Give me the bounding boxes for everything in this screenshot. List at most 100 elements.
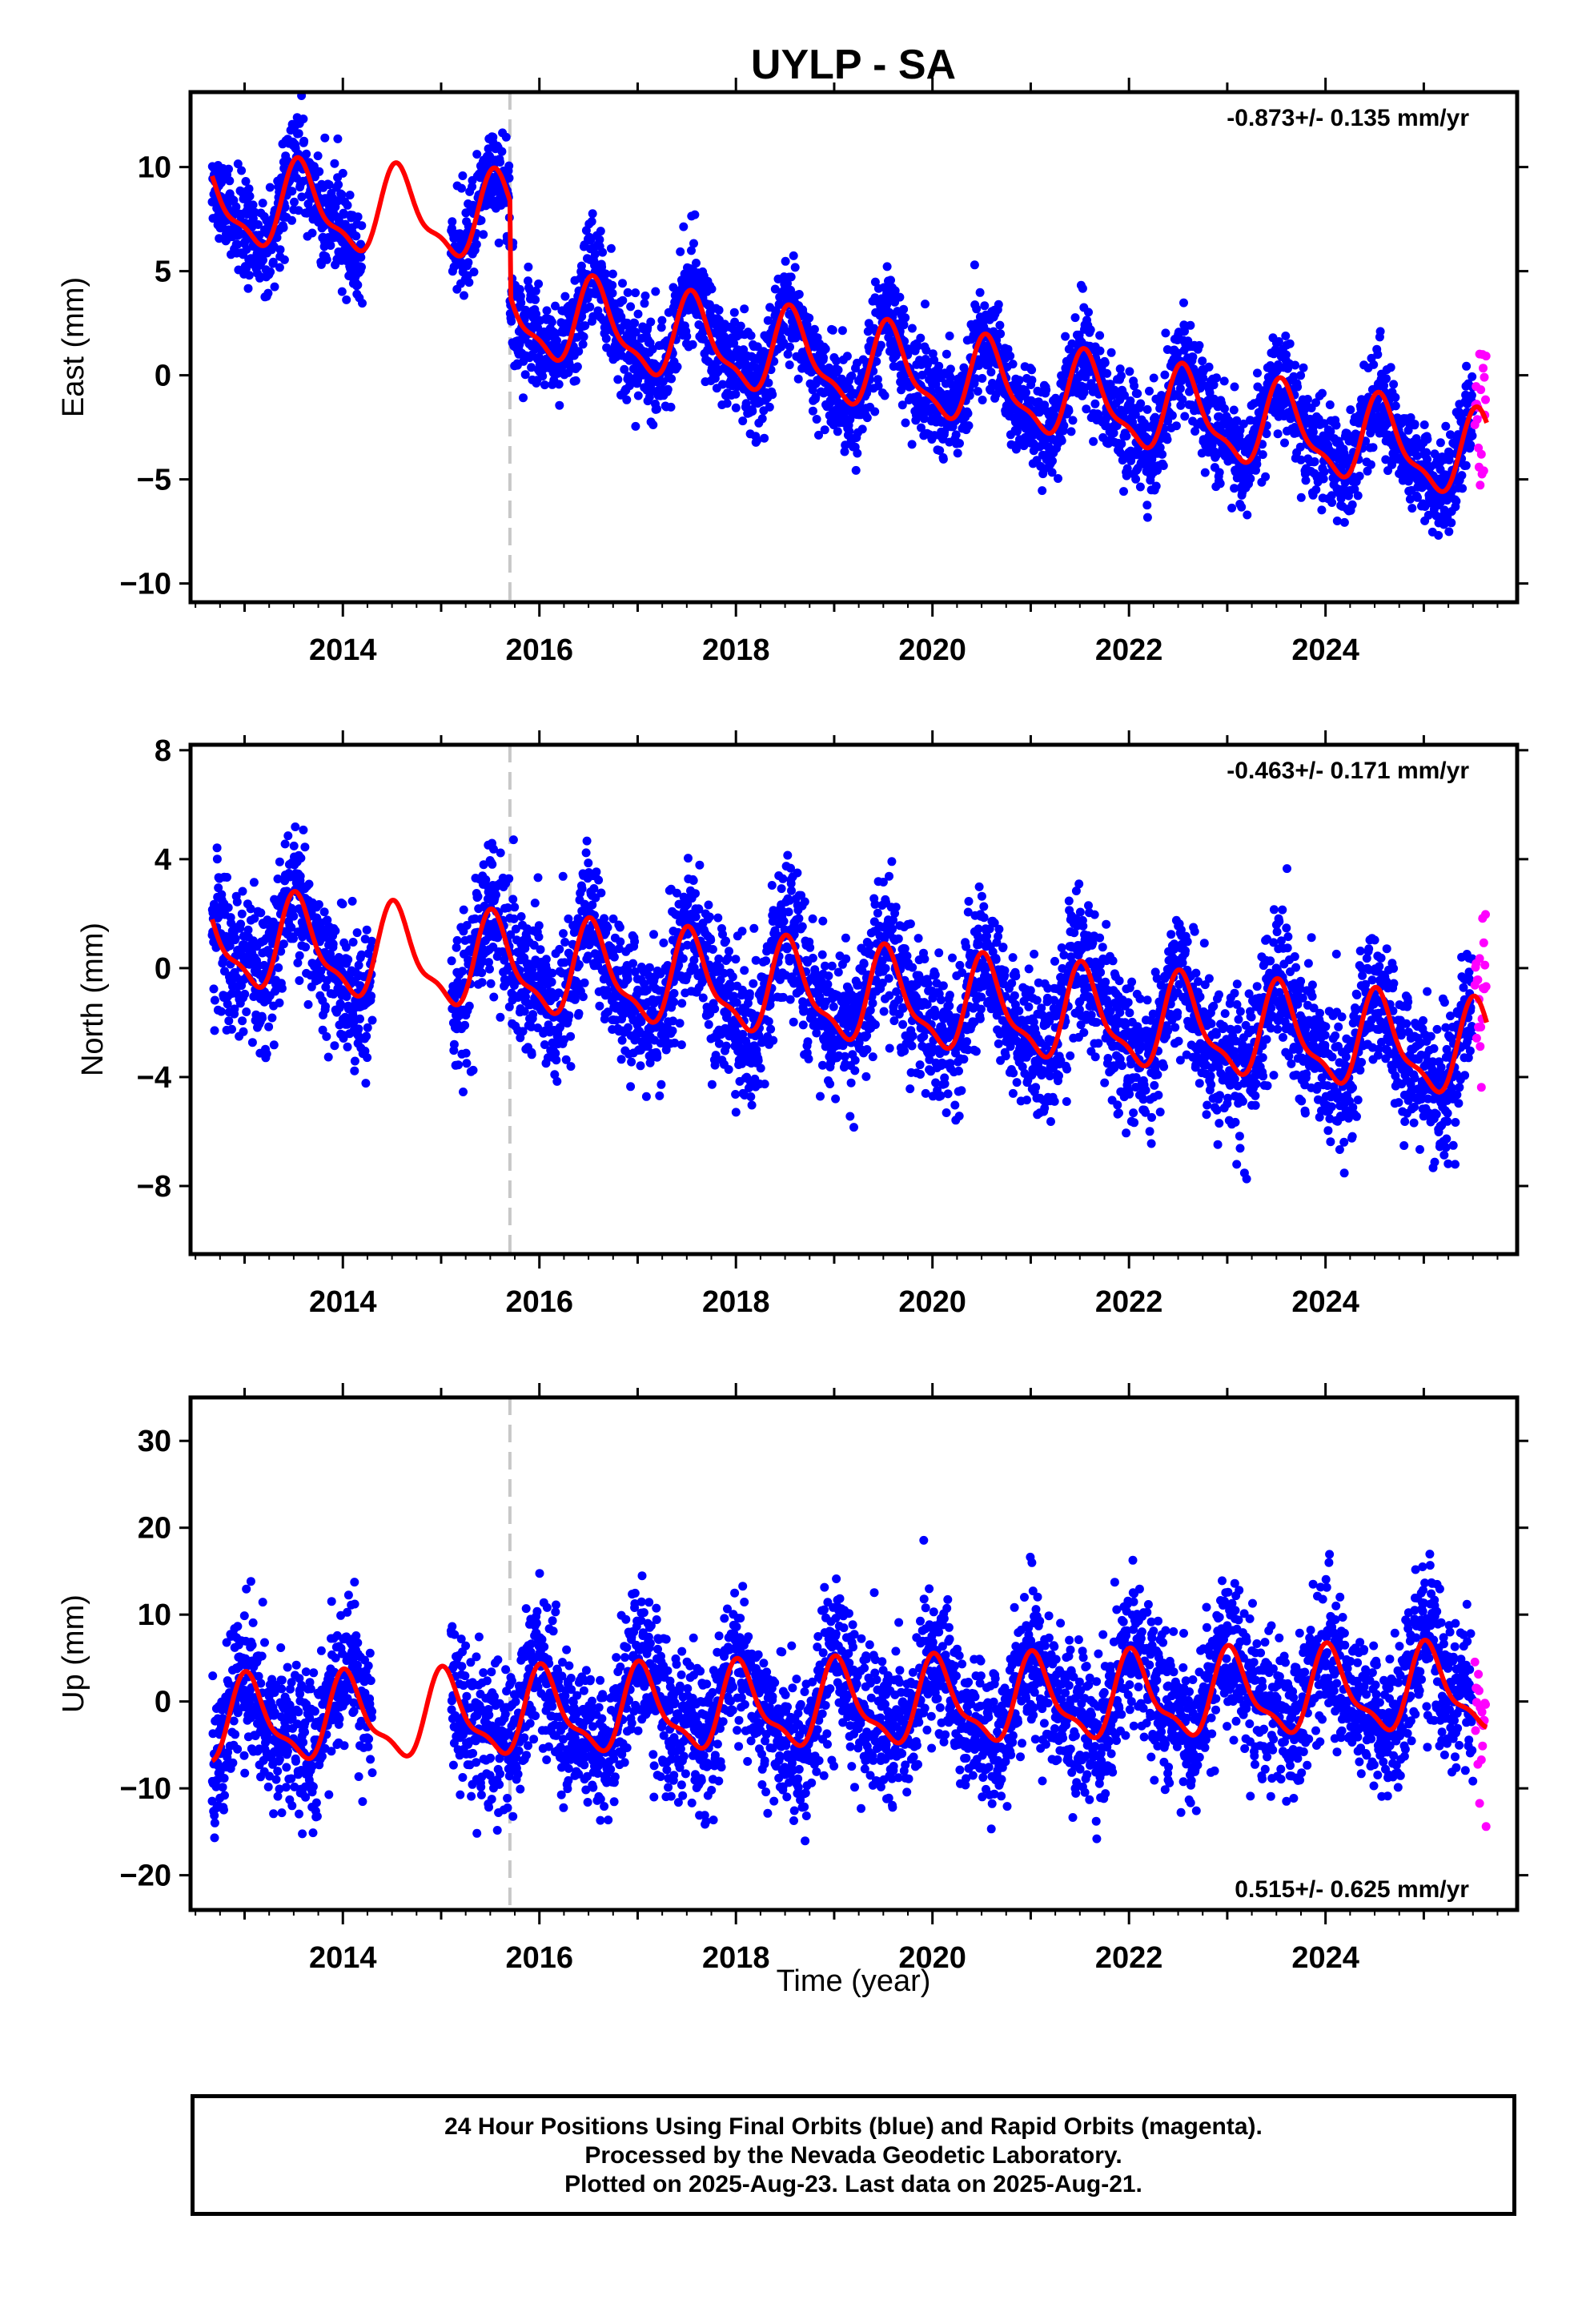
- data-point: [640, 292, 650, 300]
- data-point: [1301, 476, 1311, 485]
- data-point: [318, 1025, 327, 1035]
- data-point: [528, 1010, 538, 1019]
- data-point: [1212, 373, 1221, 383]
- data-point: [362, 925, 371, 935]
- data-point: [1200, 468, 1210, 477]
- data-point: [289, 911, 299, 921]
- data-point: [936, 388, 946, 397]
- data-point: [1057, 436, 1066, 445]
- data-point: [591, 249, 600, 259]
- data-point: [820, 425, 829, 435]
- data-point: [320, 133, 330, 143]
- data-point: [212, 854, 222, 864]
- data-point: [1406, 413, 1415, 422]
- data-point: [1102, 368, 1112, 378]
- data-point: [1281, 332, 1291, 340]
- data-point: [1468, 372, 1477, 381]
- data-point: [837, 326, 847, 336]
- data-point: [307, 228, 317, 238]
- data-point: [1423, 455, 1432, 464]
- data-point: [501, 132, 511, 142]
- data-point: [273, 875, 283, 883]
- data-point: [267, 1013, 277, 1023]
- plot-area: [207, 92, 1491, 602]
- data-point: [899, 320, 909, 330]
- data-point: [574, 1009, 584, 1018]
- data-point: [460, 1020, 470, 1030]
- data-point: [1379, 380, 1388, 390]
- data-point: [287, 923, 296, 932]
- data-point: [814, 430, 823, 440]
- data-point: [452, 943, 461, 952]
- data-point: [978, 396, 987, 404]
- data-point: [264, 1022, 274, 1031]
- data-point: [275, 245, 285, 255]
- data-point: [748, 407, 757, 416]
- data-point: [581, 848, 591, 858]
- data-point: [559, 929, 568, 939]
- data-point: [917, 423, 926, 432]
- data-point: [585, 302, 595, 312]
- data-point: [1253, 368, 1262, 378]
- data-point: [233, 159, 243, 169]
- data-point: [1373, 350, 1383, 360]
- data-point: [524, 276, 532, 286]
- data-point: [873, 375, 882, 384]
- data-point: [1215, 468, 1224, 477]
- data-point: [299, 825, 308, 834]
- data-point: [295, 976, 304, 985]
- data-point: [688, 340, 697, 349]
- data-point: [1195, 340, 1204, 350]
- data-point: [731, 389, 741, 399]
- data-point: [1468, 431, 1477, 440]
- data-point: [1219, 376, 1229, 386]
- data-point: [289, 934, 298, 943]
- data-point: [842, 352, 852, 361]
- data-point: [339, 210, 349, 219]
- data-point: [1317, 505, 1327, 515]
- data-point: [566, 1062, 576, 1072]
- data-point: [323, 1052, 333, 1062]
- data-point: [468, 1065, 478, 1075]
- data-point: [489, 992, 499, 1002]
- x-tick-label: 2016: [505, 633, 573, 667]
- data-point: [951, 430, 961, 440]
- data-point: [209, 984, 219, 994]
- data-point: [657, 316, 667, 325]
- data-point: [366, 943, 375, 952]
- data-point: [1332, 517, 1342, 525]
- data-point: [771, 306, 781, 316]
- data-point: [458, 967, 467, 976]
- data-point: [531, 286, 540, 296]
- data-point: [794, 290, 804, 299]
- data-point: [237, 909, 247, 919]
- data-point: [461, 1048, 471, 1058]
- data-point: [1227, 503, 1237, 513]
- data-point: [250, 914, 259, 923]
- model-fit-curve: [210, 155, 1489, 494]
- data-point: [1095, 346, 1105, 356]
- data-point: [1355, 472, 1364, 480]
- data-point: [586, 235, 596, 245]
- data-point: [1295, 442, 1305, 452]
- data-point: [541, 955, 551, 964]
- data-point: [508, 895, 518, 904]
- data-point: [1252, 460, 1262, 469]
- data-point: [1090, 399, 1100, 408]
- data-point: [945, 332, 954, 340]
- data-point: [516, 292, 525, 301]
- data-point: [1180, 412, 1190, 421]
- data-point: [953, 448, 962, 458]
- plot-frame: [188, 90, 1520, 605]
- data-point: [571, 376, 580, 385]
- data-point: [1347, 500, 1357, 509]
- data-point: [243, 925, 253, 935]
- data-point: [1410, 420, 1419, 429]
- data-point: [534, 932, 544, 942]
- data-point: [971, 319, 981, 328]
- data-point: [479, 230, 488, 239]
- data-point: [1331, 420, 1341, 430]
- data-point: [579, 332, 588, 341]
- data-point: [299, 115, 308, 123]
